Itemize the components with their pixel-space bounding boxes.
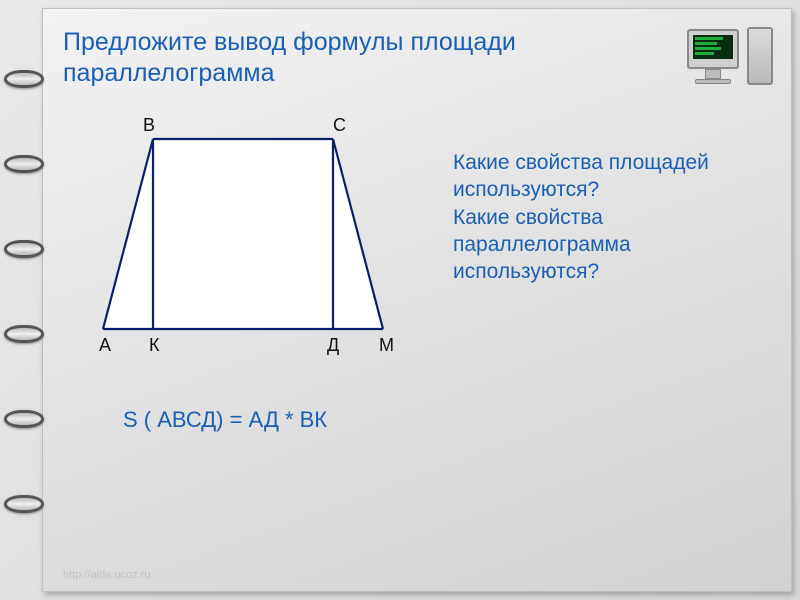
- tower-icon: [747, 27, 773, 85]
- computer-icon: [685, 27, 775, 89]
- svg-text:В: В: [143, 115, 155, 135]
- svg-text:К: К: [149, 335, 160, 355]
- svg-text:Д: Д: [327, 335, 339, 355]
- binder-ring: [4, 240, 44, 258]
- spiral-binder: [0, 0, 46, 600]
- slide-title: Предложите вывод формулы площади паралле…: [63, 27, 671, 90]
- area-formula: S ( АВСД) = АД * ВК: [123, 407, 327, 433]
- svg-text:А: А: [99, 335, 111, 355]
- monitor-icon: [687, 29, 739, 69]
- binder-ring: [4, 155, 44, 173]
- binder-ring: [4, 410, 44, 428]
- question-line-1: Какие свойства площадей используются?: [453, 151, 709, 201]
- binder-ring: [4, 70, 44, 88]
- svg-text:М: М: [379, 335, 394, 355]
- screen-icon: [693, 35, 733, 59]
- binder-ring: [4, 325, 44, 343]
- watermark: http://aida.ucoz.ru: [63, 569, 150, 581]
- slide: Предложите вывод формулы площади паралле…: [42, 8, 792, 592]
- question-text: Какие свойства площадей используются? Ка…: [453, 149, 771, 285]
- binder-ring: [4, 495, 44, 513]
- parallelogram-diagram: А К Д М В С: [73, 109, 433, 369]
- question-line-2: Какие свойства параллелограмма использую…: [453, 206, 631, 284]
- svg-text:С: С: [333, 115, 346, 135]
